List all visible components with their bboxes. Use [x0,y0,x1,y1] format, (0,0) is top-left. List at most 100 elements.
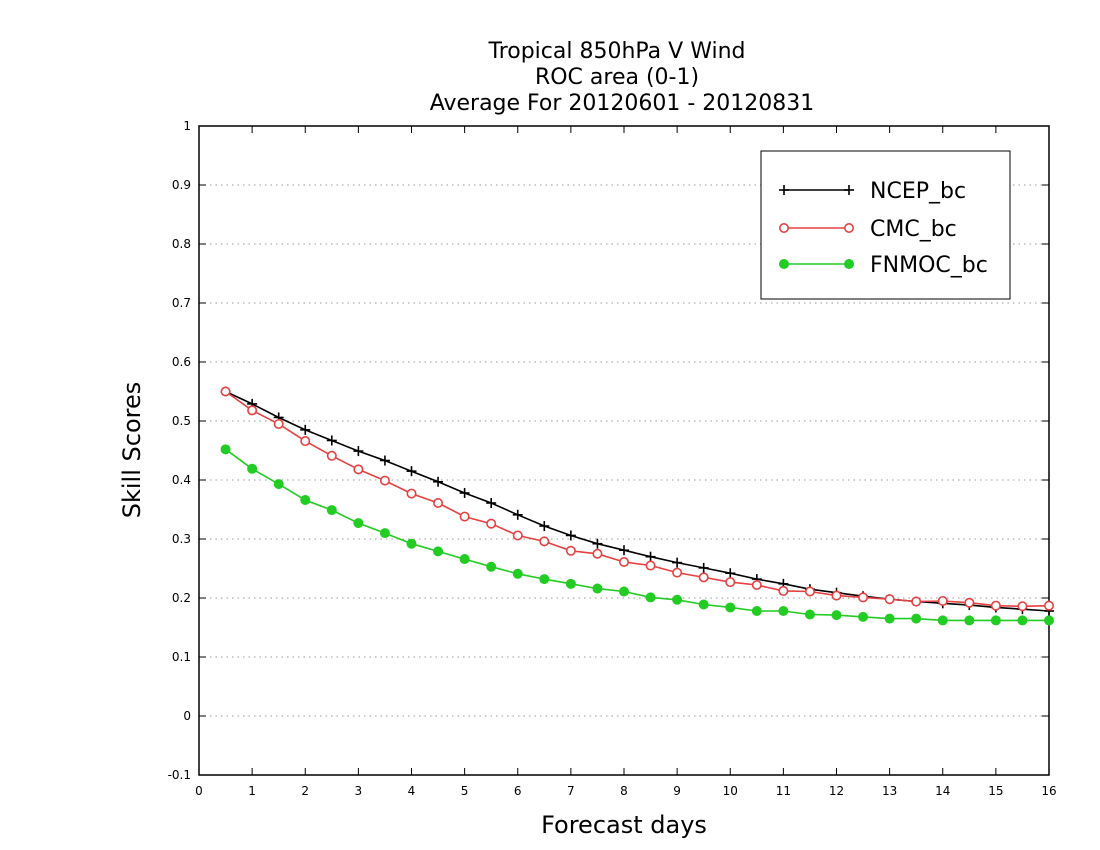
data-point-fnmoc-bc [964,615,975,626]
data-point-fnmoc-bc [459,554,470,565]
data-point-ncep-bc [459,487,470,498]
series-line-ncep-bc [225,390,1050,612]
x-tick-label: 15 [988,784,1003,798]
x-tick-label: 11 [776,784,791,798]
legend-label: NCEP_bc [870,179,966,204]
y-axis-label: Skill Scores [118,382,146,519]
y-tick-label: 0.2 [172,591,191,605]
y-tick-label: -0.1 [168,768,191,782]
data-point-cmc-bc [486,518,497,529]
x-tick-label: 7 [567,784,575,798]
series-fnmoc-bc [220,444,1054,626]
data-point-fnmoc-bc [512,568,523,579]
grid [199,184,1049,717]
data-point-fnmoc-bc [911,613,922,624]
legend-swatch-marker [844,185,854,195]
data-point-ncep-bc [672,557,683,568]
data-point-cmc-bc [406,488,417,499]
legend: NCEP_bc CMC_bc FNMOC_bc [760,150,1011,300]
data-point-ncep-bc [486,498,497,509]
y-tick-label: 0 [183,709,191,723]
data-point-fnmoc-bc [990,615,1001,626]
y-tick-label: 0.6 [172,355,191,369]
series-line-fnmoc-bc [225,448,1049,622]
data-point-ncep-bc [326,435,337,446]
legend-label: FNMOC_bc [870,253,988,278]
data-point-cmc-bc [964,597,975,608]
data-point-fnmoc-bc [804,609,815,620]
data-point-cmc-bc [220,386,231,397]
data-point-cmc-bc [433,498,444,509]
data-point-fnmoc-bc [247,463,258,474]
data-point-fnmoc-bc [353,518,364,529]
x-tick-label: 12 [829,784,844,798]
data-point-cmc-bc [539,536,550,547]
data-point-cmc-bc [778,585,789,596]
legend-swatch-marker [844,259,854,269]
legend-item-ncep-bc: NCEP_bc [779,179,966,204]
data-point-cmc-bc [990,600,1001,611]
chart-title: Tropical 850hPa V Wind ROC area (0-1) Av… [430,39,815,116]
x-axis: 0 1 2 3 4 5 6 7 8 9 10 11 12 13 14 15 16 [195,126,1057,798]
data-point-cmc-bc [1017,601,1028,612]
data-point-cmc-bc [353,464,364,475]
data-point-cmc-bc [247,405,258,416]
data-point-cmc-bc [858,592,869,603]
data-point-cmc-bc [300,436,311,447]
data-point-cmc-bc [884,594,895,605]
data-point-cmc-bc [804,586,815,597]
data-point-ncep-bc [379,455,390,466]
data-point-fnmoc-bc [698,599,709,610]
data-point-cmc-bc [459,511,470,522]
y-tick-label: 0.9 [172,178,191,192]
data-point-cmc-bc [618,557,629,568]
x-tick-label: 0 [195,784,203,798]
chart-title-line-3: Average For 20120601 - 20120831 [430,91,815,116]
data-point-fnmoc-bc [725,602,736,613]
data-point-fnmoc-bc [592,583,603,594]
x-tick-label: 8 [620,784,628,798]
y-tick-label: 0.8 [172,237,191,251]
data-point-ncep-bc [725,568,736,579]
data-point-fnmoc-bc [486,561,497,572]
data-point-fnmoc-bc [1044,615,1054,626]
legend-swatch-marker [843,223,854,234]
data-point-fnmoc-bc [672,594,683,605]
y-axis: -0.1 0 0.1 0.2 0.3 0.4 0.5 0.6 0.7 0.8 0.9 1 [168,119,1049,782]
legend-item-cmc-bc: CMC_bc [778,217,957,242]
data-point-fnmoc-bc [858,611,869,622]
x-axis-label: Forecast days [541,811,707,839]
chart-title-line-1: Tropical 850hPa V Wind [487,39,745,64]
data-point-fnmoc-bc [326,505,337,516]
legend-swatch-marker [779,185,789,195]
data-point-fnmoc-bc [937,615,948,626]
data-point-fnmoc-bc [300,495,311,506]
y-tick-label: 0.5 [172,414,191,428]
data-point-ncep-bc [592,538,603,549]
y-tick-label: 0.4 [172,473,191,487]
x-tick-label: 5 [461,784,469,798]
data-point-ncep-bc [512,509,523,520]
data-point-cmc-bc [273,418,284,429]
data-point-fnmoc-bc [645,592,656,603]
data-point-ncep-bc [698,562,709,573]
data-point-cmc-bc [1044,600,1055,611]
data-point-fnmoc-bc [831,610,842,621]
data-point-fnmoc-bc [1017,615,1028,626]
x-tick-label: 9 [673,784,681,798]
x-tick-label: 3 [355,784,363,798]
series-cmc-bc [220,386,1055,612]
data-point-ncep-bc [645,551,656,562]
data-point-fnmoc-bc [433,546,444,557]
data-point-cmc-bc [911,596,922,607]
data-point-ncep-bc [406,466,417,477]
data-point-cmc-bc [379,475,390,486]
series [220,386,1055,626]
legend-swatch-marker [778,223,789,234]
x-tick-label: 4 [408,784,416,798]
data-point-cmc-bc [645,560,656,571]
y-tick-label: 0.7 [172,296,191,310]
data-point-cmc-bc [698,572,709,583]
legend-label: CMC_bc [870,217,957,242]
x-tick-label: 10 [723,784,738,798]
